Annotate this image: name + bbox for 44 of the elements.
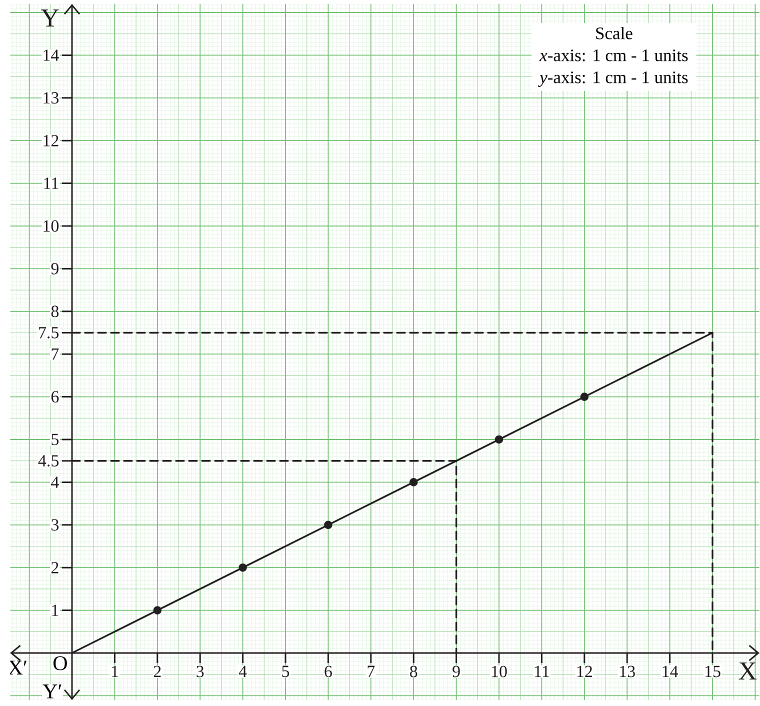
x-tick-label: 10 <box>492 666 507 678</box>
y-tick-label: 7 <box>52 348 59 360</box>
x-tick-label: 15 <box>706 666 720 678</box>
x-tick-label: 4 <box>238 666 247 677</box>
y-tick-label: 6 <box>51 391 59 403</box>
x-tick-label: 11 <box>535 666 549 678</box>
x-tick-label: 2 <box>154 666 161 678</box>
y-tick-label: 13 <box>44 92 59 104</box>
annotation: X′ <box>8 660 27 674</box>
annotation: Scale <box>596 26 632 40</box>
y-tick-label: 10 <box>44 220 59 232</box>
point <box>324 520 332 530</box>
point <box>409 478 418 486</box>
annotation: y-axis: 1 cm - 1 units <box>538 71 688 87</box>
point <box>153 606 162 614</box>
x-tick-label: 14 <box>662 666 678 678</box>
x-tick-label: 9 <box>452 666 460 678</box>
y-tick-label: 2 <box>51 562 58 574</box>
point <box>238 563 247 572</box>
y-tick-label: 3 <box>52 519 59 531</box>
y-tick-label: 9 <box>51 262 58 274</box>
y-axis-title: Y <box>40 9 59 26</box>
y-tick-label: 4.5 <box>38 455 59 467</box>
x-tick-label: 7 <box>368 666 375 677</box>
x-tick-label: 12 <box>577 666 592 678</box>
y-tick-label: 5 <box>52 434 59 446</box>
y-tick-label: 4 <box>51 476 59 488</box>
x-tick-label: 8 <box>410 666 418 678</box>
annotation: Y′ <box>42 684 62 698</box>
y-tick-label: 1 <box>52 604 58 616</box>
y-tick-label: 8 <box>51 306 59 318</box>
x-tick-label: 13 <box>620 666 635 678</box>
annotation: x-axis: 1 cm - 1 units <box>539 49 688 62</box>
y-tick-label: 11 <box>44 178 58 189</box>
x-tick-label: 6 <box>324 666 332 678</box>
y-tick-label: 7.5 <box>39 327 59 338</box>
x-tick-label: 3 <box>196 666 204 678</box>
y-tick-label: 14 <box>44 50 59 61</box>
x-tick-label: 1 <box>112 666 118 678</box>
point <box>580 392 589 401</box>
annotation: O <box>53 656 67 670</box>
y-tick-label: 12 <box>44 134 58 146</box>
point <box>494 435 504 444</box>
x-tick-label: 5 <box>282 666 290 678</box>
